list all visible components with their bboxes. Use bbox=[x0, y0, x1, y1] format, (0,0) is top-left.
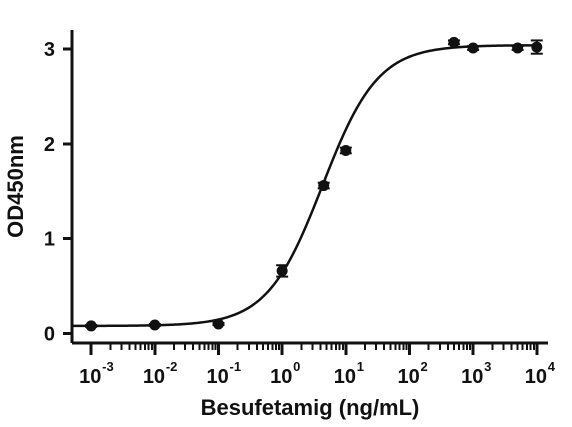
data-point bbox=[512, 42, 524, 54]
x-tick-label: 10 bbox=[525, 366, 547, 388]
x-tick-exponent: -3 bbox=[102, 359, 114, 374]
data-point bbox=[212, 318, 224, 330]
x-tick-exponent: 3 bbox=[484, 359, 491, 374]
x-tick-exponent: -1 bbox=[229, 359, 241, 374]
data-point bbox=[276, 265, 288, 277]
y-tick-label: 1 bbox=[44, 229, 55, 251]
x-tick-label: 10 bbox=[79, 366, 101, 388]
y-axis-title: OD450nm bbox=[3, 135, 28, 238]
y-tick-label: 2 bbox=[44, 134, 55, 156]
data-point bbox=[149, 319, 161, 331]
x-tick-exponent: -2 bbox=[166, 359, 178, 374]
data-point bbox=[467, 42, 479, 54]
data-point bbox=[531, 41, 543, 53]
x-tick-exponent: 2 bbox=[420, 359, 427, 374]
y-tick-label: 0 bbox=[44, 324, 55, 346]
x-tick-label: 10 bbox=[270, 366, 292, 388]
x-tick-label: 10 bbox=[334, 366, 356, 388]
x-tick-label: 10 bbox=[397, 366, 419, 388]
data-point bbox=[448, 36, 460, 48]
x-tick-exponent: 0 bbox=[293, 359, 300, 374]
data-point bbox=[318, 180, 330, 192]
y-tick-label: 3 bbox=[44, 39, 55, 61]
data-point bbox=[85, 320, 97, 332]
data-point bbox=[340, 144, 352, 156]
x-tick-exponent: 4 bbox=[548, 359, 556, 374]
x-axis-title: Besufetamig (ng/mL) bbox=[201, 395, 420, 420]
x-tick-label: 10 bbox=[143, 366, 165, 388]
x-tick-label: 10 bbox=[461, 366, 483, 388]
fit-curve bbox=[72, 44, 537, 328]
x-tick-exponent: 1 bbox=[357, 359, 364, 374]
data-points bbox=[85, 36, 543, 332]
x-tick-label: 10 bbox=[206, 366, 228, 388]
